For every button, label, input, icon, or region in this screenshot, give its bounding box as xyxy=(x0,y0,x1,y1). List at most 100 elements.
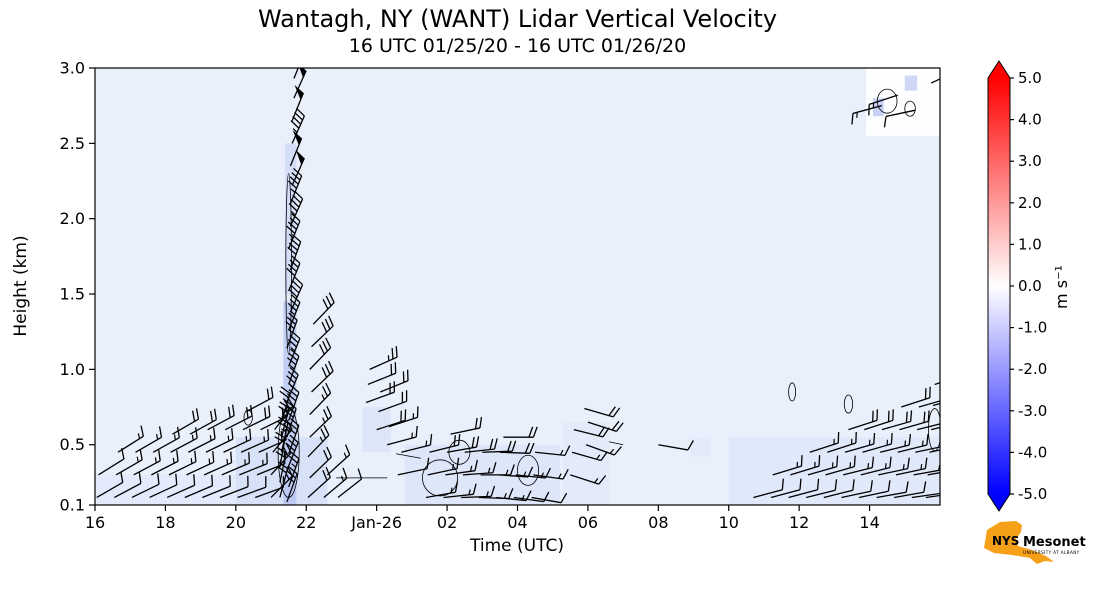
wind-barb xyxy=(585,444,622,456)
wind-barb xyxy=(293,68,299,79)
nys-mesonet-logo: NYS Mesonet UNIVERSITY AT ALBANY xyxy=(984,521,1086,564)
wind-barb xyxy=(570,474,607,485)
x-tick-label: 02 xyxy=(437,513,457,532)
wind-barb xyxy=(916,423,940,431)
y-axis-ticks: 0.1 0.5 1.0 1.5 2.0 2.5 3.0 xyxy=(60,59,95,515)
wind-barb xyxy=(851,105,883,125)
wind-barb xyxy=(184,474,214,499)
wind-barb xyxy=(827,431,857,453)
colorbar-tick-label: 0.0 xyxy=(1018,277,1042,295)
wind-barb xyxy=(503,426,538,438)
wind-barb xyxy=(443,483,477,499)
wind-barb xyxy=(309,406,332,438)
wind-barb xyxy=(879,433,912,453)
colorbar-tick-label: -3.0 xyxy=(1018,402,1047,420)
wind-barb xyxy=(323,467,348,498)
colorbar-tick-label: -4.0 xyxy=(1018,443,1047,461)
plot-background xyxy=(95,68,940,505)
wind-barb xyxy=(131,473,160,499)
colorbar-tick-label: -2.0 xyxy=(1018,360,1047,378)
wind-barb xyxy=(239,452,268,476)
wind-barb xyxy=(462,462,497,476)
wind-barb xyxy=(825,455,856,476)
wind-barb xyxy=(807,455,839,476)
wind-barb xyxy=(894,481,927,499)
wind-barb xyxy=(401,433,433,453)
wind-barb xyxy=(286,255,301,292)
wind-barb xyxy=(293,68,307,99)
wind-barb xyxy=(115,448,143,476)
wind-barb xyxy=(862,432,893,453)
y-tick-label: 0.5 xyxy=(60,435,85,454)
wind-barb xyxy=(531,492,568,504)
logo-org-text: NYS xyxy=(992,534,1019,548)
wind-barb xyxy=(858,480,891,499)
wind-barb xyxy=(135,426,163,453)
wind-barb xyxy=(883,109,916,128)
x-tick-label: 06 xyxy=(578,513,598,532)
wind-barb xyxy=(307,466,331,498)
wind-barb xyxy=(312,292,335,325)
colorbar-top-arrow xyxy=(988,61,1010,78)
wind-barb xyxy=(289,130,303,167)
wind-barb xyxy=(753,478,784,499)
wind-barb xyxy=(205,428,234,453)
wind-barb xyxy=(288,451,300,488)
x-tick-label: 08 xyxy=(648,513,668,532)
wind-barb xyxy=(168,450,197,476)
y-axis-label: Height (km) xyxy=(11,235,31,337)
wind-barb xyxy=(309,382,332,416)
colorbar-tick-label: -1.0 xyxy=(1018,319,1047,337)
logo-name-text: Mesonet xyxy=(1023,535,1086,550)
wind-barb xyxy=(848,409,879,431)
wind-barb xyxy=(288,276,304,313)
x-tick-label: Jan-26 xyxy=(350,513,402,532)
wind-barb xyxy=(96,471,124,499)
wind-barb xyxy=(149,473,178,499)
y-tick-label: 3.0 xyxy=(60,59,85,78)
wind-barb xyxy=(584,406,621,418)
x-tick-label: 16 xyxy=(85,513,105,532)
wind-barb xyxy=(326,444,351,476)
wind-barb xyxy=(878,457,910,476)
chart-title: Wantagh, NY (WANT) Lidar Vertical Veloci… xyxy=(257,5,778,33)
wind-barb xyxy=(823,479,855,499)
y-tick-label: 1.5 xyxy=(60,285,85,304)
wind-barb xyxy=(307,425,330,458)
wind-barb xyxy=(445,459,478,476)
wind-barb xyxy=(918,400,940,408)
x-tick-label: 10 xyxy=(719,513,739,532)
colorbar-tick-label: 5.0 xyxy=(1018,69,1042,87)
wind-barb xyxy=(899,410,930,431)
wind-barb xyxy=(246,386,274,413)
wind-barb xyxy=(788,478,820,499)
y-tick-label: 2.0 xyxy=(60,209,85,228)
x-tick-label: 22 xyxy=(296,513,316,532)
colorbar-bottom-arrow xyxy=(988,494,1010,511)
wind-barb xyxy=(482,440,517,453)
colorbar-label: m s⁻¹ xyxy=(1052,265,1071,309)
x-tick-label: 20 xyxy=(226,513,246,532)
wind-barb xyxy=(223,428,252,453)
wind-barb xyxy=(378,390,408,413)
wind-barb xyxy=(876,481,909,499)
wind-barb xyxy=(286,213,301,250)
wind-barb xyxy=(841,480,873,499)
x-tick-label: 12 xyxy=(789,513,809,532)
wind-barb xyxy=(207,404,235,431)
wind-barb xyxy=(864,409,894,431)
wind-barb xyxy=(770,478,802,499)
wind-barb xyxy=(170,427,198,453)
wind-barb xyxy=(931,426,940,431)
wind-barb xyxy=(450,416,483,435)
wind-barb xyxy=(172,408,200,435)
x-axis-ticks: 16 18 20 22 Jan-26 02 04 06 08 10 12 14 xyxy=(85,505,880,532)
x-tick-label: 14 xyxy=(859,513,879,532)
wind-barb xyxy=(379,369,409,393)
wind-barb xyxy=(237,476,267,499)
colorbar-tick-label: -5.0 xyxy=(1018,485,1047,503)
wind-barb xyxy=(397,457,430,476)
wind-barb xyxy=(284,401,297,438)
